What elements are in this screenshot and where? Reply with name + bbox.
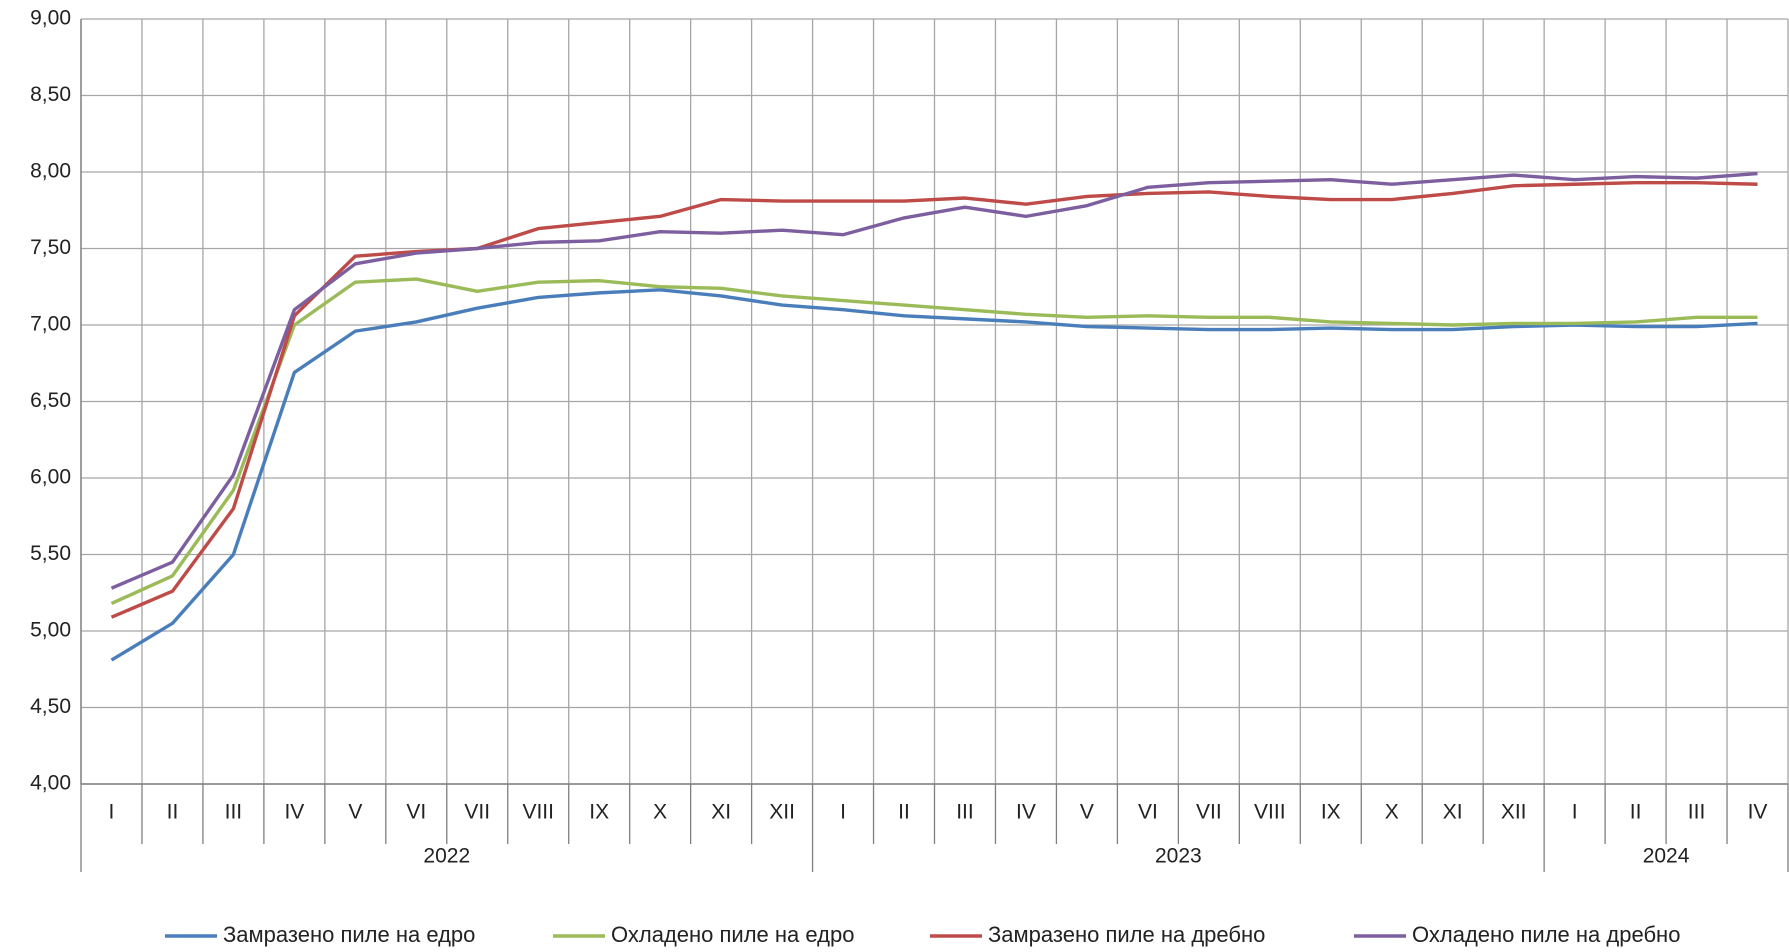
x-tick-label: XII [769,801,795,824]
legend-label: Охладено пиле на дребно [1412,922,1680,947]
x-tick-label: II [1630,801,1642,824]
legend-label: Охладено пиле на едро [611,922,854,947]
group-label: 2024 [1643,845,1690,868]
x-tick-label: X [653,801,667,824]
x-tick-label: XI [1443,801,1463,824]
x-tick-label: IX [1321,801,1341,824]
series-line [110,181,1758,619]
x-tick-label: X [1385,801,1399,824]
x-tick-label: V [348,801,362,824]
x-tick-label: II [898,801,910,824]
x-tick-label: IV [1016,801,1036,824]
y-tick-label: 8,00 [30,160,71,183]
x-tick-label: XI [711,801,731,824]
series-line [110,171,1758,590]
y-tick-label: 4,00 [30,772,71,795]
x-tick-label: III [956,801,974,824]
x-tick-label: I [1572,801,1578,824]
legend-label: Замразено пиле на дребно [988,922,1265,947]
x-tick-label: IV [284,801,304,824]
x-tick-label: III [225,801,243,824]
y-tick-label: 5,00 [30,619,71,642]
x-tick-label: III [1688,801,1706,824]
x-tick-label: XII [1501,801,1527,824]
x-tick-label: IV [1748,801,1768,824]
x-tick-label: I [109,801,115,824]
y-tick-label: 7,00 [30,313,71,336]
legend: Замразено пиле на едро Охладено пиле на е… [165,922,1680,947]
y-tick-label: 7,50 [30,236,71,259]
x-tick-label: II [167,801,179,824]
x-tick-label: IX [589,801,609,824]
y-tick-label: 4,50 [30,695,71,718]
y-tick-label: 6,50 [30,389,71,412]
x-tick-label: VIII [522,801,554,824]
group-label: 2023 [1155,845,1202,868]
series-line [110,277,1758,606]
y-tick-label: 9,00 [30,7,71,30]
x-tick-label: VI [1138,801,1158,824]
x-tick-label: VIII [1254,801,1286,824]
x-tick-label: VII [1196,801,1222,824]
x-tick-label: V [1080,801,1094,824]
y-tick-label: 6,00 [30,466,71,489]
group-label: 2022 [423,845,470,868]
x-tick-label: I [840,801,846,824]
x-tick-label: VII [464,801,490,824]
legend-label: Замразено пиле на едро [223,922,475,947]
y-tick-label: 5,50 [30,542,71,565]
y-tick-label: 8,50 [30,83,71,106]
series-line [110,288,1758,662]
x-tick-label: VI [406,801,426,824]
